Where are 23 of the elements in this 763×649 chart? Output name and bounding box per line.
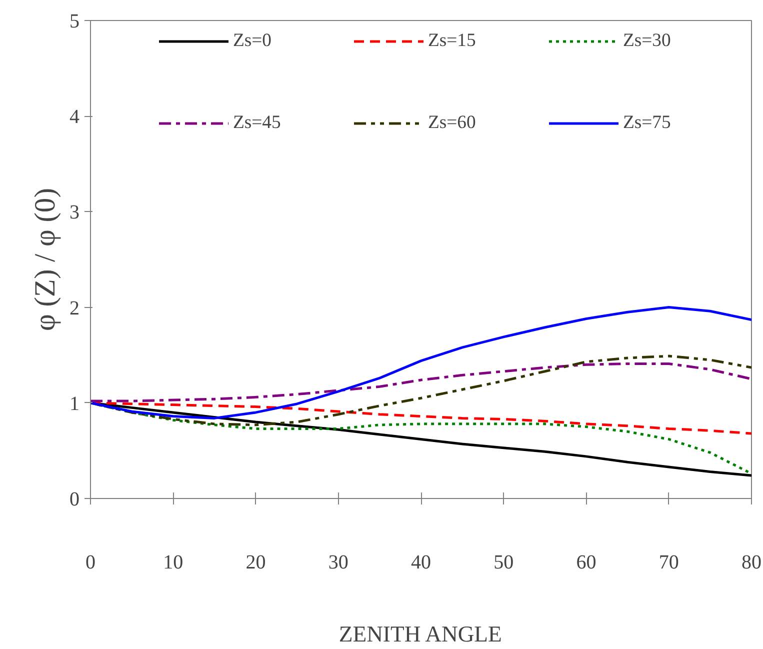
y-axis-title: φ (Z) / φ (0): [30, 188, 62, 331]
y-tick-label: 3: [70, 202, 80, 224]
y-tick-label: 0: [70, 488, 80, 510]
x-tick-label: 70: [658, 552, 679, 574]
x-axis-title: ZENITH ANGLE: [338, 622, 502, 646]
legend-label: Zs=75: [623, 112, 672, 134]
y-tick-label: 4: [70, 106, 80, 128]
x-tick-label: 60: [576, 552, 596, 574]
x-tick-label: 30: [328, 552, 348, 574]
x-tick-label: 10: [163, 552, 184, 574]
legend-label: Zs=60: [428, 112, 477, 134]
x-tick-label: 50: [494, 552, 514, 574]
legend-label: Zs=45: [233, 112, 282, 134]
x-tick-label: 0: [86, 552, 96, 574]
y-tick-label: 1: [70, 392, 80, 415]
x-tick-label: 20: [246, 552, 266, 574]
legend-label: Zs=0: [233, 30, 273, 52]
x-tick-label: 40: [411, 552, 431, 574]
y-tick-label: 5: [70, 10, 80, 32]
legend-label: Zs=30: [623, 30, 672, 52]
legend-label: Zs=15: [428, 30, 477, 52]
y-tick-label: 2: [70, 297, 80, 320]
x-tick-label: 80: [742, 552, 762, 574]
